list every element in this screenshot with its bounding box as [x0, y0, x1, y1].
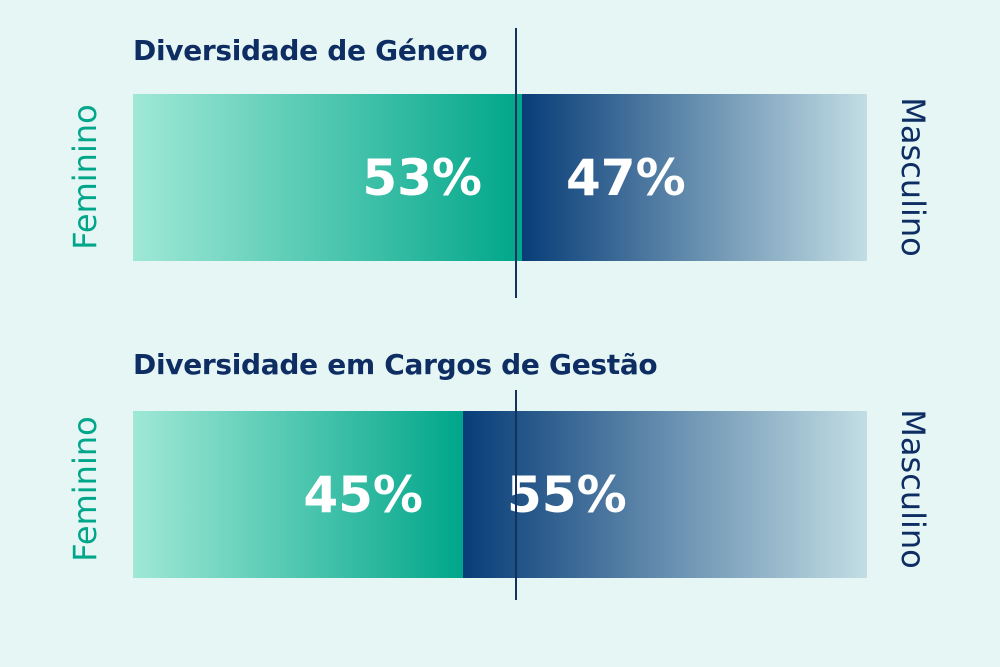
bar-segment-masculino: 47% — [522, 94, 867, 261]
data-label-feminino: 45% — [303, 465, 423, 524]
stacked-bar-gender-diversity: 53% 47% — [133, 94, 867, 261]
side-label-masculino: Masculino — [894, 409, 932, 569]
side-label-masculino: Masculino — [894, 97, 932, 257]
center-divider-line — [515, 390, 517, 600]
chart-title-gender-diversity: Diversidade de Género — [133, 34, 488, 67]
side-label-feminino: Feminino — [66, 416, 104, 562]
data-label-masculino: 55% — [507, 465, 627, 524]
stacked-bar-management-diversity: 45% 55% — [133, 411, 867, 578]
data-label-masculino: 47% — [566, 148, 686, 207]
side-label-feminino: Feminino — [66, 104, 104, 250]
bar-segment-feminino: 45% — [133, 411, 463, 578]
bar-segment-feminino: 53% — [133, 94, 522, 261]
center-divider-line — [515, 28, 517, 298]
chart-title-management-diversity: Diversidade em Cargos de Gestão — [133, 348, 658, 381]
bar-segment-masculino: 55% — [463, 411, 867, 578]
data-label-feminino: 53% — [362, 148, 482, 207]
